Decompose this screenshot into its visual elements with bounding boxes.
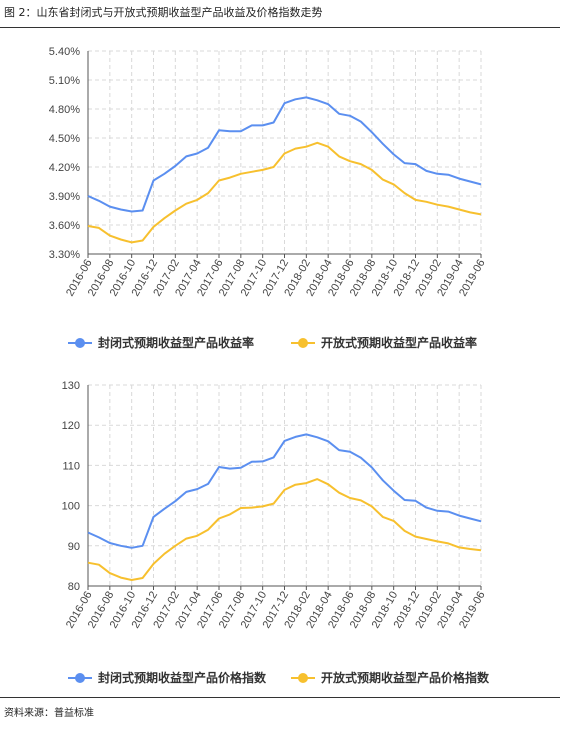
- series-line-1: [87, 96, 482, 213]
- y-tick-label: 120: [62, 420, 80, 432]
- y-tick-label: 4.80%: [49, 104, 80, 116]
- legend-marker-1: [75, 673, 85, 683]
- chart-2: 80901001101201302016-062016-082016-10201…: [62, 380, 490, 685]
- y-tick-label: 3.60%: [49, 220, 80, 232]
- legend-label-1: 封闭式预期收益型产品价格指数: [98, 670, 267, 685]
- y-tick-label: 3.30%: [49, 249, 80, 261]
- legend-label-1: 封闭式预期收益型产品收益率: [98, 335, 254, 350]
- legend-label-2: 开放式预期收益型产品收益率: [321, 335, 477, 350]
- bottom-rule: [0, 697, 560, 698]
- y-tick-label: 5.10%: [49, 75, 80, 87]
- y-tick-label: 80: [68, 581, 80, 593]
- y-tick-label: 100: [62, 501, 80, 513]
- series-line-2: [87, 141, 482, 244]
- y-tick-label: 110: [62, 460, 80, 472]
- legend-marker-2: [298, 338, 308, 348]
- series-line-1: [87, 433, 482, 549]
- legend-marker-1: [75, 338, 85, 348]
- series-line-2: [87, 478, 482, 581]
- y-tick-label: 130: [62, 380, 80, 392]
- y-tick-label: 5.40%: [49, 46, 80, 58]
- source-note: 资料来源：普益标准: [4, 708, 94, 719]
- top-rule: [0, 27, 560, 28]
- y-tick-label: 3.90%: [49, 191, 80, 203]
- y-tick-label: 4.20%: [49, 162, 80, 174]
- legend-marker-2: [298, 673, 308, 683]
- chart-1: 3.30% 3.60% 3.90% 4.20% 4.50% 4.80% 5.10% 5.40%…: [49, 46, 488, 350]
- figure-title: 图 2：山东省封闭式与开放式预期收益型产品收益及价格指数走势: [4, 6, 323, 19]
- legend-label-2: 开放式预期收益型产品价格指数: [321, 670, 490, 685]
- y-tick-label: 4.50%: [49, 133, 80, 145]
- y-tick-label: 90: [68, 541, 80, 553]
